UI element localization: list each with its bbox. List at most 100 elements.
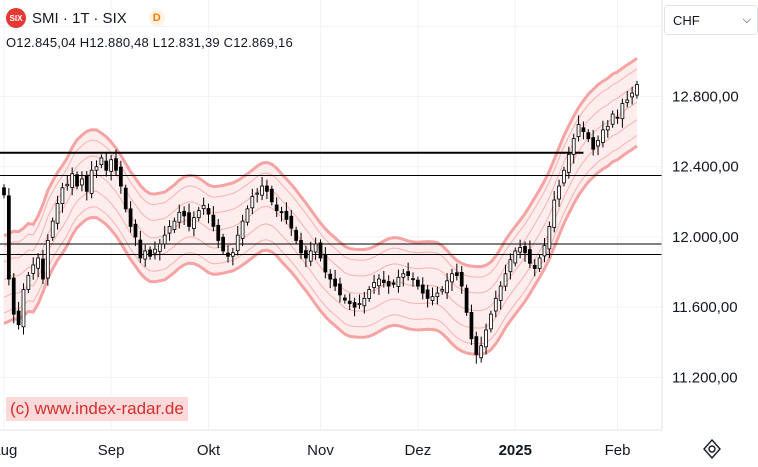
candle-body	[386, 281, 391, 287]
candle-body	[60, 187, 65, 204]
candle-body	[342, 297, 347, 301]
candle-body	[381, 279, 386, 283]
candle-body	[352, 302, 357, 308]
candle-body	[284, 210, 289, 220]
candle-body	[70, 173, 75, 188]
candle-body	[104, 160, 109, 171]
envelope-line	[3, 56, 638, 269]
candle-body	[94, 166, 99, 171]
candle-body	[182, 210, 187, 217]
candle-body	[294, 229, 299, 241]
candle-body	[474, 336, 479, 355]
currency-select[interactable]: CHF ⌵	[664, 5, 758, 35]
candle-body	[420, 284, 425, 294]
candle-body	[21, 289, 26, 328]
candle-body	[211, 214, 216, 227]
candle-body	[532, 264, 537, 269]
candle-body	[187, 212, 191, 227]
candle-body	[235, 234, 240, 252]
candle-body	[36, 257, 40, 269]
candle-body	[114, 158, 118, 171]
candle-body	[362, 297, 367, 307]
candle-body	[167, 226, 172, 234]
candle-body	[192, 217, 196, 229]
candle-body	[123, 187, 128, 210]
candle-body	[557, 185, 561, 200]
candle-body	[484, 329, 488, 348]
envelope-line	[3, 68, 638, 278]
candle-body	[328, 273, 333, 280]
candle-body	[508, 259, 513, 273]
candle-body	[416, 279, 420, 287]
candle-body	[172, 220, 177, 230]
candle-body	[226, 252, 230, 257]
candle-body	[11, 277, 16, 315]
candle-body	[333, 278, 337, 287]
gear-icon[interactable]	[700, 437, 724, 461]
candle-body	[450, 273, 454, 283]
candle-body	[586, 132, 591, 140]
candle-body	[489, 313, 493, 330]
price-tick-label: 11.600,00	[672, 299, 738, 316]
time-tick-label: Nov	[307, 442, 334, 459]
candle-body	[523, 246, 527, 254]
candle-body	[148, 249, 152, 257]
candle-body	[119, 166, 123, 187]
candle-body	[601, 129, 605, 143]
candle-body	[630, 92, 634, 98]
candle-body	[425, 289, 430, 299]
candle-body	[99, 157, 104, 166]
symbol-title[interactable]: SMI · 1T · SIX	[32, 9, 127, 27]
candle-body	[620, 103, 625, 120]
candle-body	[16, 310, 21, 326]
candle-body	[196, 210, 201, 219]
watermark-text: (c) www.index-radar.de	[6, 397, 188, 421]
candle-body	[518, 247, 522, 253]
candle-body	[89, 169, 94, 194]
candle-body	[430, 296, 435, 301]
currency-label: CHF	[673, 12, 700, 28]
candle-body	[367, 289, 372, 299]
six-logo-icon: SIX	[6, 8, 26, 28]
time-tick-label: Sep	[98, 442, 125, 459]
ohlc-readout: O12.845,04 H12.880,48 L12.831,39 C12.869…	[6, 35, 293, 50]
price-tick-label: 11.200,00	[672, 369, 738, 386]
time-tick-label: Aug	[0, 442, 17, 459]
candle-body	[201, 204, 206, 209]
candle-body	[596, 140, 600, 147]
candle-body	[133, 223, 138, 238]
candle-body	[591, 137, 596, 150]
candle-body	[7, 195, 11, 280]
candle-body	[2, 187, 6, 196]
candle-body	[562, 169, 566, 184]
candle-body	[177, 211, 182, 223]
candle-body	[464, 287, 469, 313]
candle-body	[245, 208, 250, 223]
candle-body	[299, 240, 303, 254]
candle-body	[318, 242, 323, 259]
candle-body	[547, 226, 552, 250]
time-tick-label: Dez	[405, 442, 432, 459]
candle-body	[542, 245, 547, 257]
candle-body	[26, 275, 31, 290]
candle-body	[84, 175, 89, 192]
candle-body	[153, 248, 157, 254]
price-tick-label: 12.000,00	[672, 229, 739, 246]
candle-body	[411, 278, 415, 281]
candle-body	[377, 278, 381, 287]
candle-body	[80, 178, 84, 186]
candle-body	[338, 283, 342, 296]
candle-body	[401, 273, 406, 278]
delayed-badge[interactable]: D	[148, 10, 165, 26]
candle-body	[230, 252, 235, 257]
time-tick-label: 2025	[499, 442, 532, 459]
candle-body	[157, 243, 162, 252]
candle-body	[41, 258, 45, 280]
candle-body	[459, 271, 464, 287]
candle-body	[128, 208, 133, 227]
candle-body	[615, 116, 620, 119]
candle-body	[347, 300, 352, 305]
candle-body	[221, 236, 225, 252]
candle-body	[255, 192, 260, 195]
